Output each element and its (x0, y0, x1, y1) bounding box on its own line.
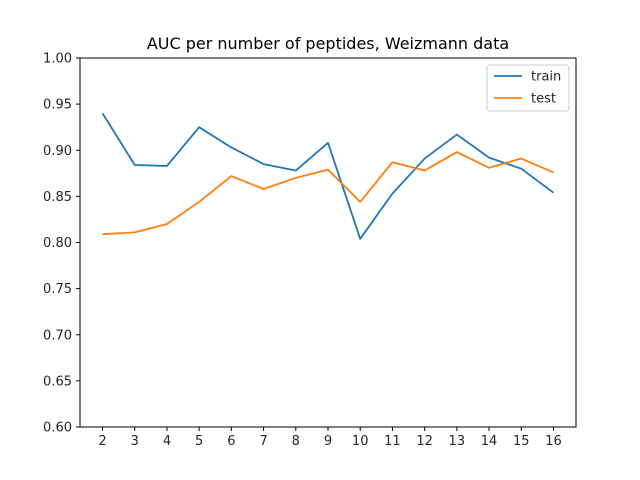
y-tick-label: 0.65 (43, 374, 72, 389)
y-tick-label: 0.70 (43, 328, 72, 343)
x-tick-label: 7 (259, 434, 267, 449)
series-layer (101, 112, 554, 240)
legend-label-test: test (531, 92, 556, 107)
x-tick-label: 11 (384, 434, 401, 449)
plot-area (79, 57, 577, 428)
x-tick-label: 12 (416, 434, 433, 449)
y-tick-label: 1.00 (43, 52, 72, 67)
y-tick-label: 0.95 (43, 98, 72, 113)
y-tick-label: 0.60 (43, 421, 72, 436)
x-tick-label: 15 (513, 434, 530, 449)
x-tick-label: 14 (481, 434, 498, 449)
x-tick-label: 2 (98, 434, 106, 449)
series-line-train (101, 112, 554, 240)
y-tick-label: 0.90 (43, 144, 72, 159)
x-tick-label: 9 (324, 434, 332, 449)
chart-title: AUC per number of peptides, Weizmann dat… (147, 34, 509, 53)
x-axis: 2 3 4 5 6 7 8 9 10 11 12 13 14 15 16 (98, 427, 562, 449)
x-tick-label: 5 (195, 434, 203, 449)
legend-label-train: train (531, 70, 561, 85)
x-tick-label: 16 (545, 434, 562, 449)
y-tick-label: 0.80 (43, 236, 72, 251)
y-tick-label: 0.85 (43, 190, 72, 205)
x-tick-label: 4 (163, 434, 171, 449)
x-tick-label: 6 (227, 434, 235, 449)
y-tick-label: 0.75 (43, 282, 72, 297)
y-axis: 0.60 0.65 0.70 0.75 0.80 0.85 0.90 0.95 1.00 (43, 52, 80, 436)
series-line-test (102, 151, 554, 236)
x-tick-label: 8 (292, 434, 300, 449)
axes-frame (79, 57, 577, 428)
x-tick-label: 3 (131, 434, 139, 449)
x-tick-label: 10 (352, 434, 369, 449)
x-tick-label: 13 (449, 434, 466, 449)
legend: train test (486, 64, 570, 112)
